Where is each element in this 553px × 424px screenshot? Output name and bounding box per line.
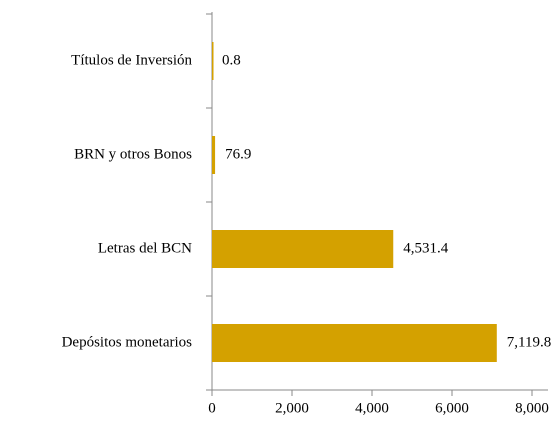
bar xyxy=(212,42,214,80)
x-tick-label: 4,000 xyxy=(355,400,389,416)
x-tick-label: 8,000 xyxy=(515,400,549,416)
y-tick-label: Letras del BCN xyxy=(98,240,192,256)
y-tick-label: Títulos de Inversión xyxy=(71,52,192,68)
x-tick-label: 2,000 xyxy=(275,400,309,416)
value-label: 7,119.8 xyxy=(507,334,551,350)
value-label: 0.8 xyxy=(222,52,241,68)
y-tick-label: Depósitos monetarios xyxy=(62,334,193,350)
value-label: 76.9 xyxy=(225,146,251,162)
value-label: 4,531.4 xyxy=(403,240,449,256)
x-tick-label: 0 xyxy=(208,400,216,416)
bar xyxy=(212,324,497,362)
bar xyxy=(212,230,394,268)
x-tick-label: 6,000 xyxy=(435,400,469,416)
y-tick-label: BRN y otros Bonos xyxy=(74,146,192,162)
bar xyxy=(212,136,216,174)
